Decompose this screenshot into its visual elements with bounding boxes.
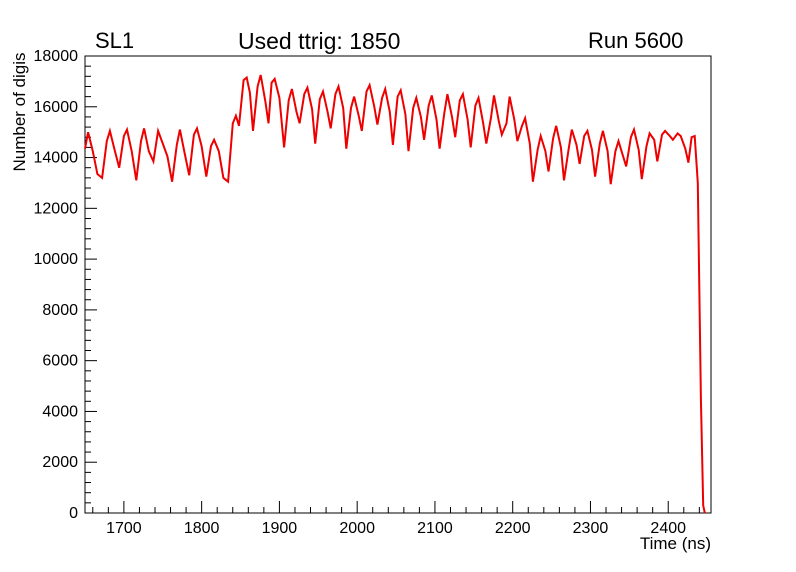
pad-title-center: Used ttrig: 1850 [238,28,401,54]
plot-frame [84,55,712,514]
x-tick-label: 2300 [573,520,609,537]
y-tick-label: 16000 [34,99,79,116]
x-tick-label: 2000 [339,520,375,537]
y-tick-label: 4000 [42,403,78,420]
y-tick-label: 10000 [34,251,79,268]
y-tick-label: 0 [69,505,78,522]
pad-title-left: SL1 [95,28,135,53]
x-tick-label: 2200 [495,520,531,537]
x-tick-label: 1900 [262,520,298,537]
x-tick-label: 1800 [184,520,220,537]
y-tick-label: 2000 [42,454,78,471]
x-tick-label: 1700 [106,520,142,537]
x-tick-label: 2400 [650,520,686,537]
x-tick-label: 2100 [417,520,453,537]
y-tick-label: 12000 [34,200,79,217]
y-tick-label: 14000 [34,150,79,167]
y-tick-label: 18000 [34,48,79,65]
y-tick-label: 8000 [42,302,78,319]
pad-title-right: Run 5600 [588,28,684,53]
data-line [84,74,706,514]
y-tick-label: 6000 [42,353,78,370]
x-axis-label: Time (ns) [639,534,711,553]
